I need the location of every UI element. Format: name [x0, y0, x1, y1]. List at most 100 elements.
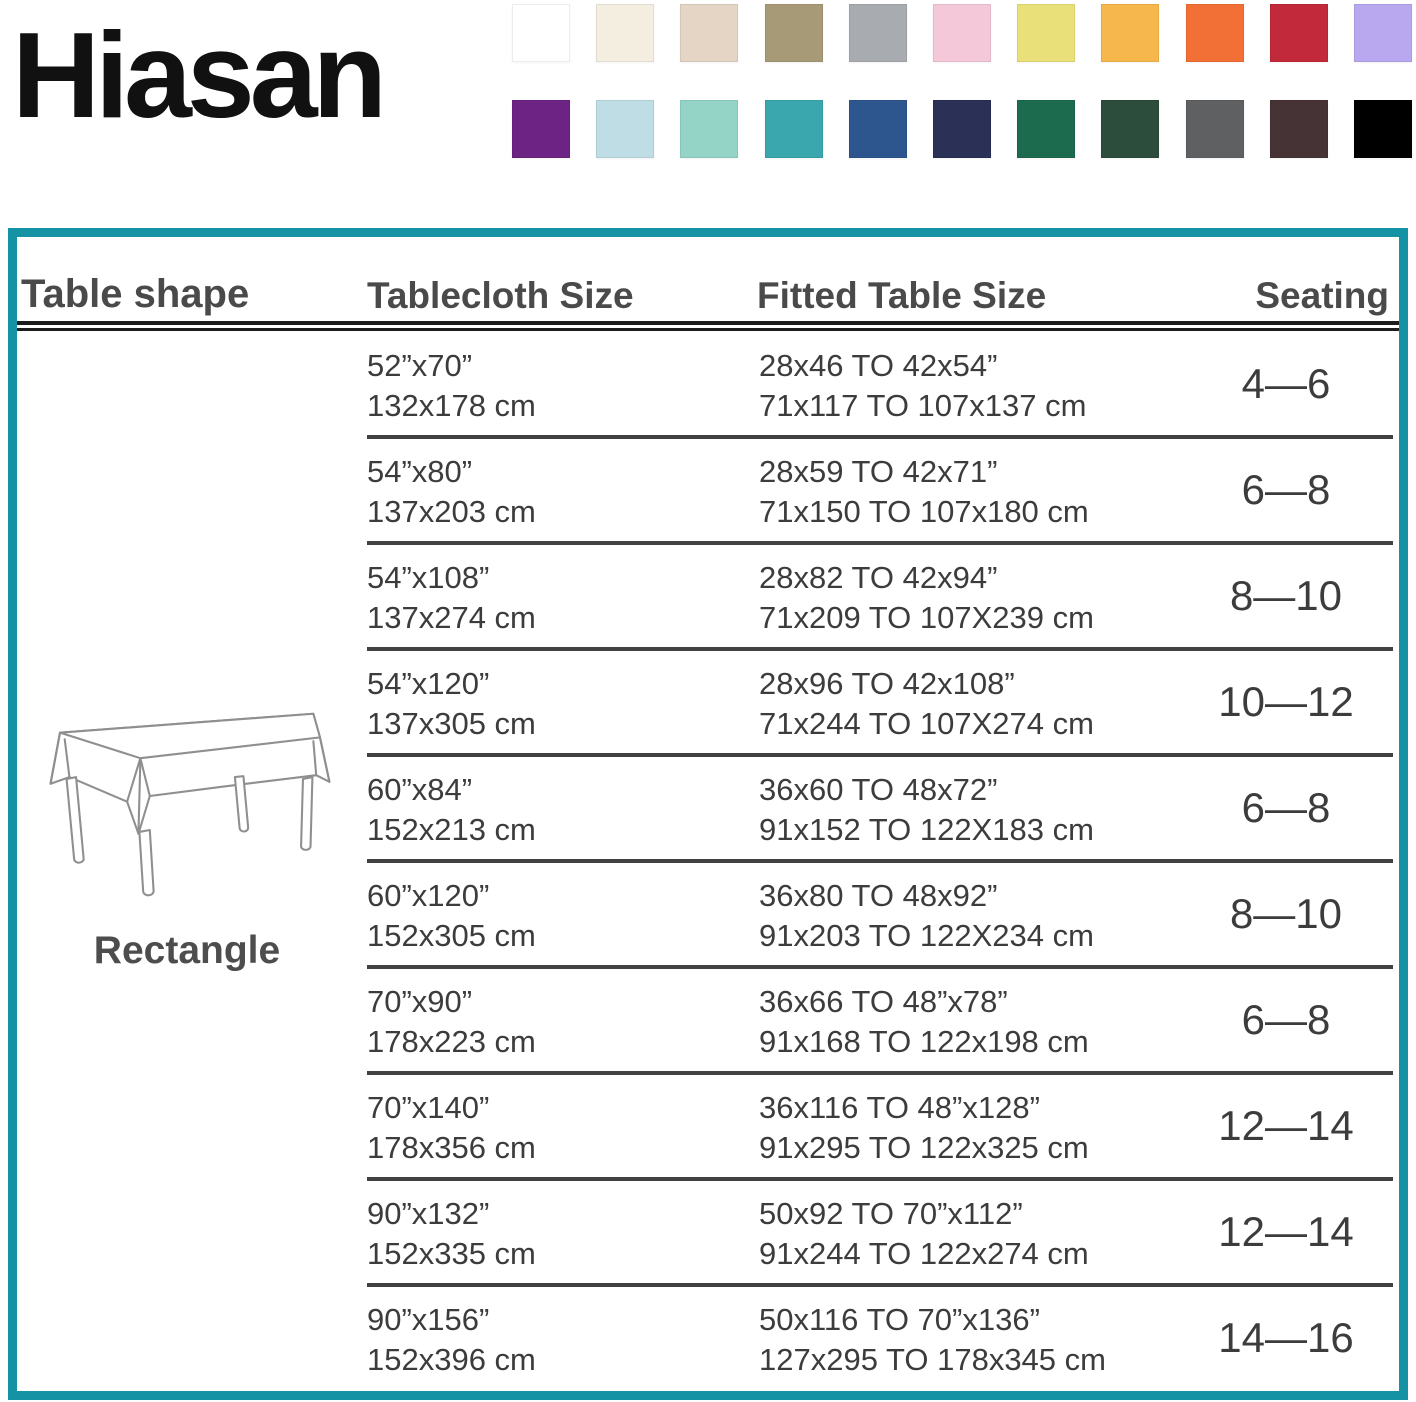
header-rule [17, 321, 1399, 331]
fitted-size-cm: 91x244 TO 122x274 cm [759, 1236, 1089, 1271]
fitted-size-cm: 91x203 TO 122X234 cm [759, 918, 1094, 953]
row-divider [367, 859, 1393, 863]
fitted-size-cm: 71x117 TO 107x137 cm [759, 388, 1087, 423]
tablecloth-size-cm: 137x203 cm [367, 494, 536, 529]
table-row: 52”x70” 132x178 cm 28x46 TO 42x54” 71x11… [17, 331, 1399, 437]
fitted-size-cm: 127x295 TO 178x345 cm [759, 1342, 1106, 1377]
table-row: 70”x90” 178x223 cm 36x66 TO 48”x78” 91x1… [17, 965, 1399, 1073]
seating-range: 4—6 [1241, 360, 1331, 407]
color-swatch [680, 4, 739, 62]
fitted-size-inches: 28x82 TO 42x94” [759, 560, 998, 595]
color-swatch [1353, 4, 1412, 62]
table-row: 90”x132” 152x335 cm 50x92 TO 70”x112” 91… [17, 1177, 1399, 1285]
brand-logo: Hiasan [12, 7, 387, 143]
table-row: 54”x80” 137x203 cm 28x59 TO 42x71” 71x15… [17, 435, 1399, 543]
tablecloth-size-inches: 70”x90” [367, 984, 473, 1019]
tablecloth-size-cm: 137x274 cm [367, 600, 536, 635]
row-divider [367, 1177, 1393, 1181]
color-swatch [1017, 100, 1076, 158]
rectangle-table-illustration [49, 712, 331, 897]
fitted-size-inches: 36x80 TO 48x92” [759, 878, 998, 913]
color-swatch [512, 100, 570, 158]
seating-range: 6—8 [1241, 466, 1331, 513]
color-swatch [1185, 4, 1244, 62]
seating-range: 14—16 [1218, 1314, 1354, 1361]
header-seating: Seating [1255, 275, 1389, 316]
color-swatch [932, 100, 991, 158]
tablecloth-size-cm: 152x335 cm [367, 1236, 536, 1271]
row-divider [367, 541, 1393, 545]
row-divider [367, 1283, 1393, 1287]
color-swatch [1017, 4, 1076, 62]
color-swatch [512, 4, 570, 62]
table-row: 60”x84” 152x213 cm 36x60 TO 48x72” 91x15… [17, 753, 1399, 861]
row-divider [367, 965, 1393, 969]
tablecloth-size-inches: 60”x84” [367, 772, 473, 807]
tablecloth-size-inches: 70”x140” [367, 1090, 490, 1125]
color-swatch [596, 100, 655, 158]
tablecloth-size-cm: 152x396 cm [367, 1342, 536, 1377]
color-swatch [764, 100, 823, 158]
fitted-size-inches: 36x66 TO 48”x78” [759, 984, 1008, 1019]
row-divider [367, 753, 1393, 757]
tablecloth-size-cm: 178x223 cm [367, 1024, 536, 1059]
tablecloth-size-cm: 152x213 cm [367, 812, 536, 847]
row-divider [367, 1071, 1393, 1075]
tablecloth-size-cm: 132x178 cm [367, 388, 536, 423]
seating-range: 6—8 [1241, 784, 1331, 831]
color-palette [512, 4, 1412, 158]
table-row: 90”x156” 152x396 cm 50x116 TO 70”x136” 1… [17, 1283, 1399, 1391]
tablecloth-size-inches: 54”x120” [367, 666, 490, 701]
color-swatch [1185, 100, 1244, 158]
tablecloth-size-inches: 90”x156” [367, 1302, 490, 1337]
color-swatch [1353, 100, 1412, 158]
fitted-size-inches: 28x96 TO 42x108” [759, 666, 1015, 701]
top-banner: Hiasan [0, 0, 1416, 228]
tablecloth-size-cm: 137x305 cm [367, 706, 536, 741]
tablecloth-size-inches: 54”x108” [367, 560, 490, 595]
header-fitted-size: Fitted Table Size [757, 275, 1047, 316]
color-swatch [1101, 100, 1160, 158]
color-swatch [764, 4, 823, 62]
tablecloth-size-cm: 178x356 cm [367, 1130, 536, 1165]
fitted-size-inches: 28x59 TO 42x71” [759, 454, 998, 489]
fitted-size-cm: 91x152 TO 122X183 cm [759, 812, 1094, 847]
color-swatch [848, 100, 907, 158]
fitted-size-inches: 36x60 TO 48x72” [759, 772, 998, 807]
fitted-size-cm: 71x209 TO 107X239 cm [759, 600, 1094, 635]
seating-range: 6—8 [1241, 996, 1331, 1043]
shape-label: Rectangle [93, 929, 281, 972]
header-table-shape: Table shape [21, 272, 250, 316]
tablecloth-size-cm: 152x305 cm [367, 918, 536, 953]
fitted-size-inches: 28x46 TO 42x54” [759, 348, 998, 383]
row-divider [367, 647, 1393, 651]
size-chart-header: Table shape Tablecloth Size Fitted Table… [17, 237, 1399, 321]
row-divider [367, 435, 1393, 439]
fitted-size-cm: 71x244 TO 107X274 cm [759, 706, 1094, 741]
table-row: 60”x120” 152x305 cm 36x80 TO 48x92” 91x2… [17, 859, 1399, 967]
fitted-size-inches: 50x116 TO 70”x136” [759, 1302, 1040, 1337]
fitted-size-cm: 71x150 TO 107x180 cm [759, 494, 1089, 529]
color-swatch [932, 4, 991, 62]
fitted-size-cm: 91x295 TO 122x325 cm [759, 1130, 1089, 1165]
seating-range: 12—14 [1218, 1208, 1354, 1255]
color-swatch [596, 4, 655, 62]
tablecloth-size-inches: 52”x70” [367, 348, 473, 383]
seating-range: 8—10 [1229, 890, 1343, 937]
tablecloth-size-inches: 90”x132” [367, 1196, 490, 1231]
table-row: 54”x120” 137x305 cm 28x96 TO 42x108” 71x… [17, 647, 1399, 755]
color-swatch [1101, 4, 1160, 62]
color-swatch [680, 100, 739, 158]
table-row: 70”x140” 178x356 cm 36x116 TO 48”x128” 9… [17, 1071, 1399, 1179]
seating-range: 12—14 [1218, 1102, 1354, 1149]
tablecloth-size-inches: 54”x80” [367, 454, 473, 489]
color-swatch [1269, 100, 1328, 158]
fitted-size-inches: 50x92 TO 70”x112” [759, 1196, 1023, 1231]
seating-range: 8—10 [1229, 572, 1343, 619]
header-tablecloth-size: Tablecloth Size [367, 275, 634, 316]
color-swatch [1269, 4, 1328, 62]
size-chart: Table shape Tablecloth Size Fitted Table… [8, 228, 1408, 1400]
fitted-size-cm: 91x168 TO 122x198 cm [759, 1024, 1089, 1059]
seating-range: 10—12 [1218, 678, 1354, 725]
size-chart-rows: 52”x70” 132x178 cm 28x46 TO 42x54” 71x11… [17, 331, 1399, 1391]
